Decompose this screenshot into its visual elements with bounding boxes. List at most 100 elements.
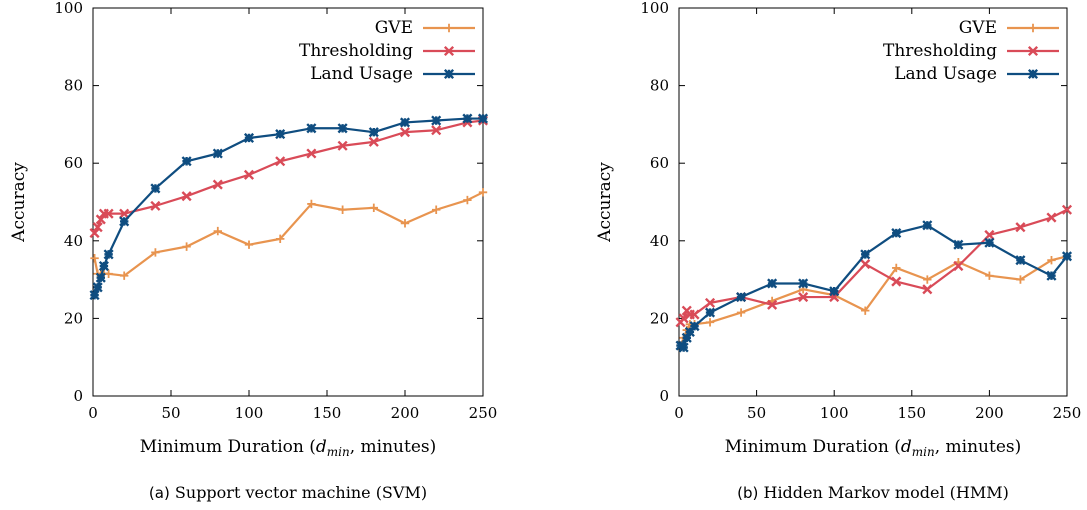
data-point — [681, 332, 692, 343]
y-tick-label: 0 — [659, 387, 669, 405]
series-thresholding — [675, 204, 1073, 328]
x-axis-label-var: d — [316, 437, 327, 457]
x-axis-label-pre: Minimum Duration ( — [725, 437, 901, 457]
series-land-usage — [89, 113, 489, 301]
data-point — [684, 326, 695, 338]
chart-panel-svm: 0 50 100 150 200 250 0 20 40 60 80 100 Minimum Durat… — [9, 0, 497, 502]
data-point — [689, 309, 700, 320]
data-point — [150, 200, 161, 211]
y-tick-label: 80 — [650, 77, 669, 95]
data-point — [431, 115, 442, 126]
data-point — [89, 290, 100, 301]
data-point — [861, 306, 870, 315]
y-tick-label: 100 — [640, 0, 669, 17]
caption-text: Support vector machine (SVM) — [175, 483, 427, 502]
data-point — [892, 263, 901, 273]
y-tick-label: 0 — [73, 387, 83, 405]
data-point — [462, 113, 473, 124]
data-point — [767, 278, 778, 289]
legend-marker — [1027, 45, 1039, 57]
data-point — [103, 249, 114, 260]
x-tick-label: 100 — [235, 404, 264, 422]
data-point — [463, 195, 472, 205]
data-point — [1015, 255, 1026, 266]
data-point — [212, 148, 223, 159]
y-axis-label: Accuracy — [595, 162, 615, 243]
data-point — [1046, 212, 1057, 223]
data-point — [798, 292, 809, 303]
x-tick-label: 150 — [897, 404, 926, 422]
y-tick-label: 40 — [64, 232, 83, 250]
legend-label: Thresholding — [883, 41, 997, 61]
figure-caption: (a) Support vector machine (SVM) — [149, 483, 427, 502]
data-point — [90, 254, 99, 263]
data-point — [953, 260, 964, 272]
data-point — [953, 239, 964, 250]
data-point — [306, 148, 317, 159]
data-point — [213, 226, 222, 236]
legend: GVE Thresholding Land Usage — [299, 18, 475, 84]
plot-frame — [678, 7, 1068, 397]
legend-label: Land Usage — [310, 64, 413, 84]
data-point — [119, 208, 130, 219]
data-point — [95, 214, 106, 225]
y-tick-label: 100 — [54, 0, 83, 17]
data-point — [1016, 275, 1025, 284]
data-point — [400, 219, 410, 228]
data-point — [860, 249, 871, 260]
x-tick-label: 0 — [674, 404, 684, 422]
data-point — [984, 237, 995, 248]
data-point — [337, 123, 348, 134]
data-point — [1061, 204, 1073, 215]
y-axis-label: Accuracy — [9, 162, 29, 243]
x-tick-label: 50 — [747, 404, 766, 422]
x-tick-label: 100 — [820, 404, 849, 422]
plot-frame — [92, 7, 484, 397]
x-axis-label: Minimum Duration (dmin, minutes) — [725, 437, 1022, 459]
data-point — [704, 307, 716, 318]
series-land-usage — [675, 220, 1073, 353]
data-point — [182, 242, 191, 251]
data-point — [984, 229, 995, 241]
data-point — [1015, 222, 1026, 233]
data-point — [1047, 256, 1056, 265]
data-point — [798, 278, 809, 289]
legend-marker — [443, 45, 455, 57]
data-point — [98, 260, 109, 272]
data-point — [276, 234, 285, 244]
data-point — [477, 113, 489, 124]
data-point — [306, 123, 317, 134]
x-tick-label: 50 — [161, 404, 180, 422]
data-point — [705, 318, 715, 327]
figure-caption: (b) Hidden Markov model (HMM) — [737, 483, 1009, 502]
data-point — [275, 129, 286, 140]
series-line — [679, 224, 1068, 349]
data-point — [275, 156, 286, 167]
x-tick-label: 0 — [88, 404, 98, 422]
data-point — [212, 179, 223, 190]
data-point — [95, 272, 106, 283]
data-point — [150, 183, 161, 194]
x-axis-label-post: , minutes) — [350, 437, 437, 457]
caption-tag: (a) — [149, 484, 170, 502]
data-point — [478, 188, 488, 197]
x-tick-label: 250 — [469, 404, 498, 422]
data-point — [307, 199, 316, 209]
legend-marker — [443, 68, 455, 80]
data-point — [151, 248, 160, 257]
x-tick-label: 200 — [975, 404, 1004, 422]
y-tick-label: 40 — [650, 232, 669, 250]
data-point — [432, 205, 441, 214]
y-tick-label: 20 — [650, 309, 669, 327]
data-point — [678, 313, 689, 324]
legend-label: Land Usage — [894, 64, 997, 84]
data-point — [891, 227, 902, 239]
data-point — [103, 208, 114, 219]
data-point — [923, 275, 932, 284]
data-point — [120, 271, 129, 280]
legend-label: Thresholding — [299, 41, 413, 61]
series-thresholding — [89, 115, 489, 239]
x-tick-label: 150 — [313, 404, 342, 422]
data-point — [368, 136, 379, 147]
